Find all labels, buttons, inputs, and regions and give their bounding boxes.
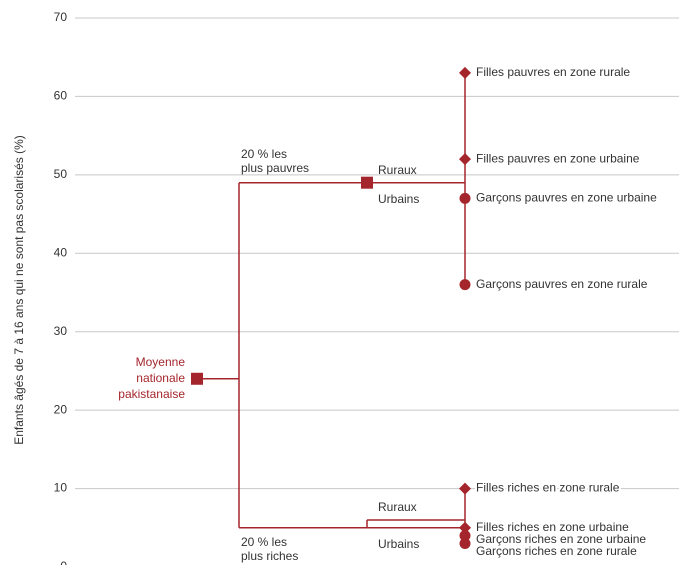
y-tick-label: 40 — [54, 245, 68, 259]
average-label: nationale — [136, 371, 185, 385]
point-diamond — [459, 482, 471, 495]
point-label: Garçons pauvres en zone urbaine — [476, 191, 657, 205]
y-tick-label: 0 — [60, 559, 67, 565]
subgroup-label: Urbains — [378, 537, 419, 551]
point-circle — [459, 279, 471, 291]
y-tick-label: 30 — [54, 324, 68, 338]
point-circle — [459, 537, 471, 549]
point-label: Filles riches en zone rurale — [476, 481, 620, 495]
point-circle — [459, 530, 471, 542]
y-tick-label: 20 — [54, 402, 68, 416]
average-label: pakistanaise — [118, 387, 185, 401]
group-label: plus riches — [241, 549, 298, 563]
y-tick-label: 10 — [54, 481, 68, 495]
point-label: Garçons riches en zone rurale — [476, 544, 637, 558]
point-circle — [459, 192, 471, 204]
average-marker — [191, 372, 203, 385]
point-label: Garçons pauvres en zone rurale — [476, 277, 648, 291]
subgroup-label: Ruraux — [378, 500, 417, 514]
y-tick-label: 60 — [54, 89, 68, 103]
subgroup-label: Ruraux — [378, 163, 417, 177]
group-label: plus pauvres — [241, 161, 309, 175]
group-label: 20 % les — [241, 147, 287, 161]
point-label: Filles riches en zone urbaine — [476, 520, 629, 534]
y-tick-label: 50 — [54, 167, 68, 181]
group-label: 20 % les — [241, 535, 287, 549]
subgroup-marker — [361, 176, 373, 189]
point-diamond — [459, 66, 471, 79]
point-diamond — [459, 153, 471, 166]
y-tick-label: 70 — [54, 10, 68, 24]
subgroup-label: Urbains — [378, 192, 419, 206]
point-label: Filles pauvres en zone rurale — [476, 65, 630, 79]
point-diamond — [459, 521, 471, 534]
point-label: Filles pauvres en zone urbaine — [476, 151, 640, 165]
y-axis-label: Enfants âgés de 7 à 16 ans qui ne sont p… — [12, 135, 26, 445]
point-label: Garçons riches en zone urbaine — [476, 532, 646, 546]
average-label: Moyenne — [136, 355, 186, 369]
